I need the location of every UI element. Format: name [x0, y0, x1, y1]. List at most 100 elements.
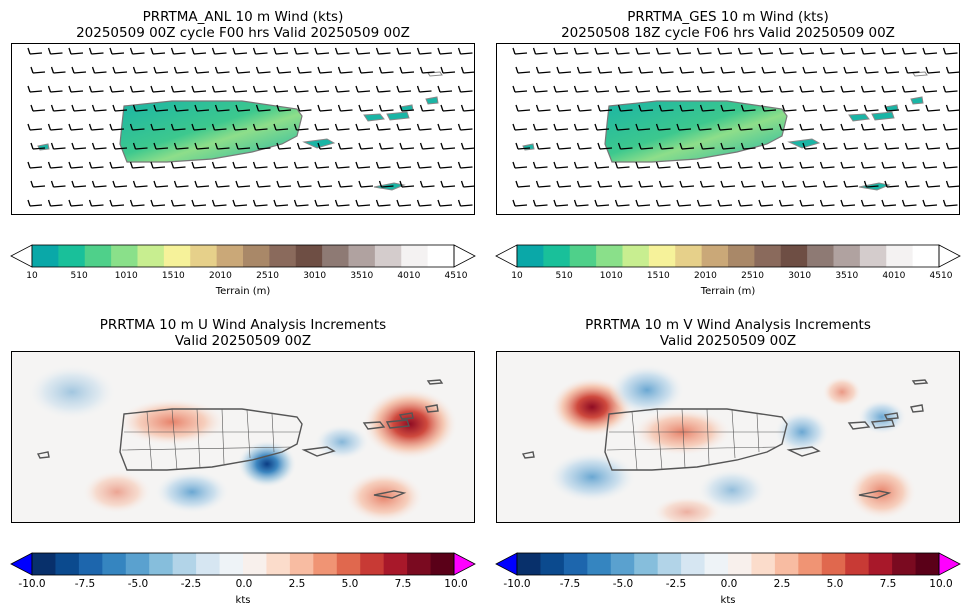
wind-barb — [50, 66, 66, 74]
wind-barb — [232, 47, 248, 55]
wind-barb — [88, 199, 104, 207]
wind-barb — [556, 142, 572, 150]
wind-barb — [375, 199, 391, 207]
terrain-map-ges — [512, 47, 959, 207]
wind-barb — [334, 199, 350, 207]
wind-barb — [904, 104, 920, 112]
anegada-outline — [911, 379, 929, 385]
increment-colorbar-label: kts — [235, 595, 251, 606]
wind-barb — [696, 199, 712, 207]
wind-barb — [378, 104, 394, 112]
wind-barb — [68, 199, 84, 207]
wind-barb — [614, 199, 630, 207]
wind-barb — [881, 123, 897, 131]
st-croix-outline — [858, 490, 892, 499]
wind-barb — [211, 47, 227, 55]
wind-barb — [594, 47, 610, 55]
wind-barb — [378, 66, 394, 74]
wind-barb — [576, 104, 592, 112]
colorbar-cell — [517, 553, 541, 575]
wind-barb — [515, 142, 531, 150]
wind-barb — [737, 47, 753, 55]
wind-barb — [758, 85, 774, 93]
wind-barb — [922, 199, 938, 207]
colorbar-cell — [517, 245, 544, 267]
wind-barb — [129, 47, 145, 55]
wind-barb — [293, 161, 309, 169]
wind-barb — [819, 85, 835, 93]
wind-barb — [573, 47, 589, 55]
wind-barb — [740, 66, 756, 74]
wind-barb — [573, 161, 589, 169]
increment-colorbar-v — [495, 552, 961, 576]
wind-barb — [512, 85, 528, 93]
wind-barb — [576, 180, 592, 188]
wind-barb — [840, 47, 856, 55]
wind-barb — [617, 104, 633, 112]
wind-barb — [860, 85, 876, 93]
wind-barb — [594, 161, 610, 169]
colorbar-cell — [102, 553, 127, 575]
colorbar-cells — [10, 244, 476, 268]
wind-barb — [211, 161, 227, 169]
wind-barb — [396, 85, 412, 93]
colorbar-cell — [859, 245, 887, 267]
wind-barb — [50, 104, 66, 112]
wind-barb — [819, 161, 835, 169]
wind-barb — [68, 85, 84, 93]
colorbar-cell — [563, 553, 588, 575]
colorbar-tick-label: -10.0 — [18, 578, 46, 590]
colorbar-cell — [430, 553, 455, 575]
wind-barb — [843, 142, 859, 150]
wind-barb — [293, 199, 309, 207]
wind-barb — [109, 199, 125, 207]
wind-barb — [884, 66, 900, 74]
wind-barb — [358, 180, 374, 188]
wind-barb — [273, 199, 289, 207]
vieques-land — [302, 138, 336, 149]
colorbar-cell — [137, 245, 165, 267]
wind-barb — [802, 104, 818, 112]
wind-barb — [925, 142, 941, 150]
wind-barb — [720, 66, 736, 74]
increment-colorbar-label: kts — [720, 595, 736, 606]
colorbar-tick-label: 2.5 — [773, 578, 791, 590]
terrain-colorbar-anl — [10, 244, 476, 268]
wind-barb — [396, 47, 412, 55]
colorbar-tick-label: -2.5 — [665, 578, 687, 590]
increment-negative-virgin-islands — [857, 399, 907, 435]
wind-barb — [235, 104, 251, 112]
wind-barb — [47, 161, 63, 169]
wind-barb — [676, 199, 692, 207]
wind-barb — [778, 123, 794, 131]
wind-barbs-ges — [512, 47, 959, 207]
wind-barb — [679, 104, 695, 112]
wind-barb — [30, 104, 46, 112]
colorbar-tick-label: 5.0 — [341, 578, 359, 590]
tortola-outline — [425, 404, 439, 413]
wind-barb — [822, 104, 838, 112]
colorbar-cell — [216, 245, 244, 267]
colorbar-tick-label: 1010 — [599, 271, 623, 281]
wind-barb — [532, 161, 548, 169]
wind-barb — [802, 180, 818, 188]
wind-barb — [860, 123, 876, 131]
colorbar-cell — [196, 553, 221, 575]
colorbar-cell — [172, 553, 197, 575]
terrain-map-anl — [27, 47, 474, 207]
wind-barb — [942, 161, 958, 169]
wind-barb — [822, 66, 838, 74]
colorbar-cell — [701, 245, 729, 267]
wind-barb — [658, 142, 674, 150]
wind-barb — [638, 180, 654, 188]
wind-barb — [881, 161, 897, 169]
increment-ticks-v: -10.0 -7.5 -5.0 -2.5 0.0 2.5 5.0 7.5 10.0 — [503, 578, 952, 592]
wind-barb — [109, 85, 125, 93]
colorbar-cell — [886, 245, 914, 267]
wind-barb — [945, 142, 959, 150]
colorbar-tick-label: 10 — [26, 271, 38, 281]
wind-barb — [761, 142, 777, 150]
colorbar-cell — [657, 553, 682, 575]
wind-barb — [638, 142, 654, 150]
wind-barb — [235, 142, 251, 150]
